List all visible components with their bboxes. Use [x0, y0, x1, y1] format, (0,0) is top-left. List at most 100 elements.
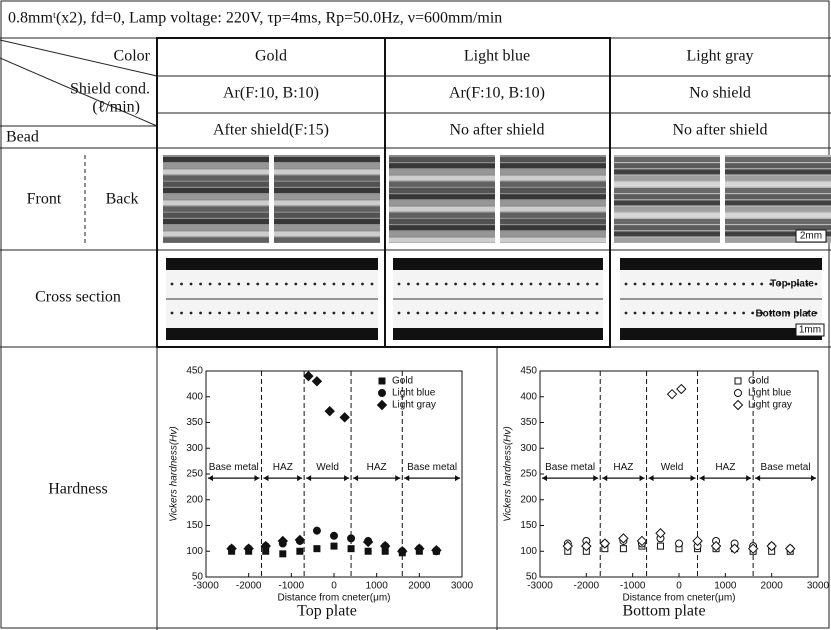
column-shield: Ar(F:10, B:10)	[449, 85, 545, 102]
x-tick-label: -3000	[193, 581, 219, 592]
cross-dot	[510, 282, 514, 286]
cross-dot	[361, 282, 364, 286]
legend-label: Light blue	[748, 388, 792, 399]
header-title: 0.8mmᵗ(x2), fd=0, Lamp voltage: 220V, τp…	[8, 10, 502, 27]
cross-dot	[463, 311, 467, 315]
marker	[414, 543, 425, 554]
marker	[378, 389, 386, 397]
cross-dot	[227, 311, 231, 315]
y-tick-label: 300	[186, 443, 203, 454]
region-label: HAZ	[273, 462, 293, 473]
photo	[725, 155, 831, 243]
y-axis-label: Vickers hardness(Hv)	[503, 426, 514, 521]
photo-band	[500, 237, 606, 243]
photo-band	[614, 231, 720, 237]
cross-dot	[256, 311, 260, 315]
cross-dot	[303, 311, 307, 315]
cross-dot	[742, 311, 746, 315]
cross-dot	[275, 311, 279, 315]
photo-band	[725, 225, 831, 231]
marker	[431, 545, 442, 556]
cross-photo	[393, 258, 603, 340]
marker	[562, 540, 574, 552]
legend-label: Gold	[748, 376, 769, 387]
cross-dot	[696, 311, 700, 315]
x-tick-label: 2000	[761, 581, 784, 592]
photo-band	[614, 181, 720, 187]
photo-band	[614, 175, 720, 181]
photo-band	[725, 231, 831, 237]
cross-dot	[501, 311, 505, 315]
photo-band	[163, 200, 269, 206]
marker	[619, 545, 627, 553]
x-tick-label: 0	[331, 581, 337, 592]
legend-label: Light gray	[748, 400, 792, 411]
arrow-head	[648, 475, 696, 482]
photo-band	[500, 157, 606, 162]
cross-dot	[778, 282, 782, 286]
legend-label: Light gray	[392, 400, 436, 411]
photo-band	[163, 194, 269, 200]
y-tick-label: 300	[520, 443, 537, 454]
cross-dot	[742, 282, 746, 286]
cross-dot	[715, 282, 718, 286]
arrow-head	[353, 475, 401, 482]
corner-bead: Bead	[6, 129, 39, 146]
photo-band	[163, 231, 269, 237]
cross-dot	[256, 282, 260, 286]
photo-band	[500, 181, 606, 187]
photo-band	[274, 206, 380, 212]
row-hardness: Hardness	[48, 481, 108, 498]
cross-dot	[435, 311, 439, 315]
marker	[313, 545, 321, 553]
cross-dot	[778, 311, 782, 315]
x-tick-label: 2000	[408, 581, 431, 592]
cross-band	[620, 328, 822, 340]
photo-band	[389, 188, 495, 193]
cross-dot	[687, 282, 691, 286]
cross-dot	[651, 311, 655, 315]
photo-band	[725, 237, 831, 243]
cross-dot	[351, 311, 355, 315]
cross-dot	[567, 282, 571, 286]
marker	[226, 543, 237, 554]
cross-dot	[529, 311, 533, 315]
x-tick-label: 1000	[714, 581, 737, 592]
cross-dot	[760, 311, 764, 315]
region-label: HAZ	[367, 462, 387, 473]
photo-band	[389, 194, 495, 200]
cross-dot	[678, 311, 682, 315]
x-axis-label: Distance from cneter(μm)	[277, 593, 390, 604]
photo-band	[389, 231, 495, 237]
cross-dot	[539, 311, 542, 315]
cross-dot	[218, 282, 222, 286]
photo-band	[389, 206, 495, 212]
y-tick-label: 100	[520, 546, 537, 557]
cross-dot	[199, 311, 202, 315]
cross-photo	[620, 258, 822, 340]
photo-band	[274, 231, 380, 237]
photo-band	[389, 181, 495, 187]
cross-dot	[696, 282, 700, 286]
cross-band	[393, 328, 603, 340]
cross-dot	[332, 311, 336, 315]
marker	[636, 535, 648, 547]
y-tick-label: 400	[186, 391, 203, 402]
photo-band	[500, 194, 606, 200]
corner-shield-unit: (ℓ/min)	[92, 99, 140, 116]
cross-dot	[237, 311, 241, 315]
photo-band	[274, 175, 380, 181]
arrow-head	[306, 475, 350, 482]
cross-dot	[660, 282, 664, 286]
cross-label-top: Top plate	[770, 279, 814, 290]
region-label: Weld	[661, 462, 684, 473]
column-bead: No after shield	[449, 122, 544, 139]
cross-dot	[706, 282, 709, 286]
photo-band	[274, 225, 380, 231]
marker	[347, 534, 356, 543]
marker	[378, 377, 386, 385]
marker	[618, 533, 629, 544]
marker	[747, 543, 759, 554]
cross-dot	[444, 282, 448, 286]
